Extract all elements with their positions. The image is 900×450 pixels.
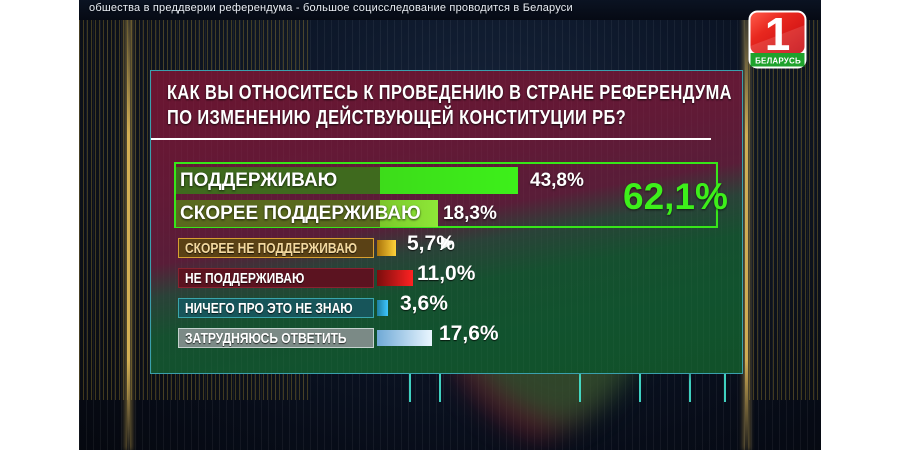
svg-text:1: 1	[765, 10, 791, 60]
svg-text:БЕЛАРУСЬ: БЕЛАРУСЬ	[755, 57, 801, 66]
